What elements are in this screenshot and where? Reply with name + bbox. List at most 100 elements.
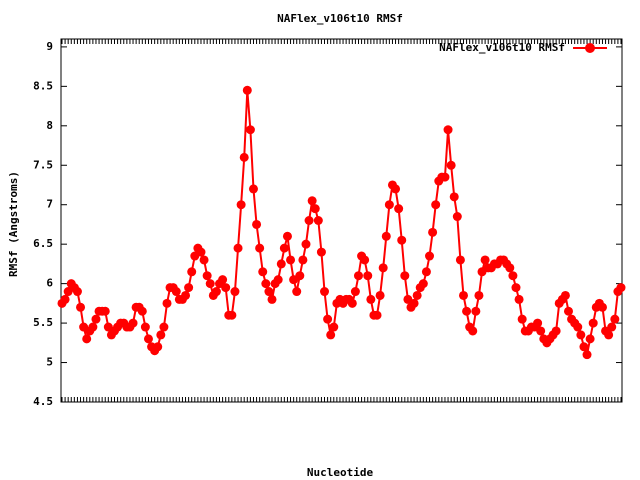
data-point bbox=[449, 192, 459, 202]
data-point bbox=[329, 322, 339, 332]
x-axis-label: Nucleotide bbox=[307, 466, 374, 479]
data-point bbox=[353, 271, 363, 281]
data-point bbox=[455, 255, 465, 265]
data-point bbox=[267, 294, 277, 304]
data-point bbox=[245, 125, 255, 135]
data-point bbox=[440, 172, 450, 182]
data-point bbox=[76, 302, 86, 312]
data-point bbox=[391, 184, 401, 194]
data-point bbox=[304, 216, 314, 225]
data-point bbox=[181, 290, 191, 300]
data-point bbox=[563, 306, 573, 316]
data-point bbox=[211, 287, 221, 297]
data-point bbox=[551, 326, 561, 336]
data-point bbox=[187, 267, 197, 277]
data-point bbox=[153, 342, 163, 352]
chart-title: NAFlex_v106t10 RMSf bbox=[277, 12, 403, 25]
data-point bbox=[514, 294, 524, 304]
data-point bbox=[381, 231, 391, 241]
data-point bbox=[255, 243, 265, 253]
data-point bbox=[400, 271, 410, 281]
data-point bbox=[360, 255, 370, 265]
y-tick-label: 4.5 bbox=[33, 395, 53, 408]
data-point bbox=[143, 334, 153, 344]
data-point bbox=[597, 302, 607, 312]
data-point bbox=[443, 125, 453, 135]
data-point bbox=[199, 255, 209, 265]
data-point bbox=[264, 287, 274, 297]
data-point bbox=[474, 290, 484, 300]
data-point bbox=[585, 334, 595, 344]
data-point bbox=[480, 255, 490, 265]
data-point bbox=[218, 275, 228, 285]
data-point bbox=[421, 267, 431, 277]
data-point bbox=[468, 326, 478, 336]
data-point bbox=[326, 330, 336, 340]
data-point bbox=[372, 310, 382, 320]
data-point bbox=[202, 271, 212, 281]
data-point bbox=[384, 200, 394, 210]
data-point bbox=[428, 227, 438, 237]
data-point bbox=[588, 318, 598, 328]
data-point bbox=[307, 196, 317, 206]
data-point bbox=[576, 330, 586, 340]
data-point bbox=[273, 275, 283, 285]
data-point bbox=[82, 334, 92, 344]
y-tick-label: 9 bbox=[46, 40, 53, 53]
data-point bbox=[184, 283, 194, 293]
data-point bbox=[350, 287, 360, 297]
data-point bbox=[205, 279, 215, 289]
data-point bbox=[60, 294, 70, 304]
data-point bbox=[91, 314, 101, 324]
data-point bbox=[248, 184, 258, 194]
data-point bbox=[295, 271, 305, 281]
data-point bbox=[239, 152, 249, 162]
data-point bbox=[171, 287, 181, 297]
data-point bbox=[425, 251, 435, 261]
data-point bbox=[412, 290, 422, 300]
legend-marker bbox=[585, 43, 595, 53]
data-point bbox=[378, 263, 388, 273]
data-point bbox=[156, 330, 166, 340]
data-point bbox=[610, 314, 620, 324]
data-point bbox=[536, 326, 546, 336]
data-point bbox=[128, 318, 138, 328]
data-point bbox=[276, 259, 286, 269]
data-point bbox=[310, 204, 320, 214]
data-point bbox=[227, 310, 237, 320]
data-point bbox=[298, 255, 308, 265]
y-tick-label: 7.5 bbox=[33, 158, 53, 171]
data-point bbox=[196, 247, 206, 257]
data-point bbox=[261, 279, 271, 289]
data-point bbox=[221, 283, 231, 293]
y-tick-label: 5.5 bbox=[33, 316, 53, 329]
data-point bbox=[242, 85, 252, 95]
data-point bbox=[279, 243, 289, 253]
data-point bbox=[446, 160, 456, 170]
data-point bbox=[320, 287, 330, 297]
plot-frame bbox=[60, 38, 623, 403]
y-axis-label: RMSf (Angstroms) bbox=[7, 171, 20, 277]
data-point bbox=[397, 235, 407, 245]
data-point bbox=[604, 330, 614, 340]
data-point bbox=[363, 271, 373, 281]
data-point bbox=[313, 216, 323, 225]
data-point bbox=[458, 290, 468, 300]
data-point bbox=[394, 204, 404, 214]
data-point bbox=[579, 342, 589, 352]
data-point bbox=[233, 243, 243, 253]
y-tick-label: 5 bbox=[46, 356, 53, 369]
data-point bbox=[517, 314, 527, 324]
data-point bbox=[323, 314, 333, 324]
data-point bbox=[137, 306, 147, 316]
data-point bbox=[292, 287, 302, 297]
data-point bbox=[252, 219, 262, 229]
data-point bbox=[431, 200, 441, 210]
data-point bbox=[607, 322, 617, 332]
data-point bbox=[140, 322, 150, 332]
data-point bbox=[560, 290, 570, 300]
y-tick-label: 8 bbox=[46, 119, 53, 132]
data-point bbox=[282, 231, 292, 241]
data-point bbox=[375, 290, 385, 300]
